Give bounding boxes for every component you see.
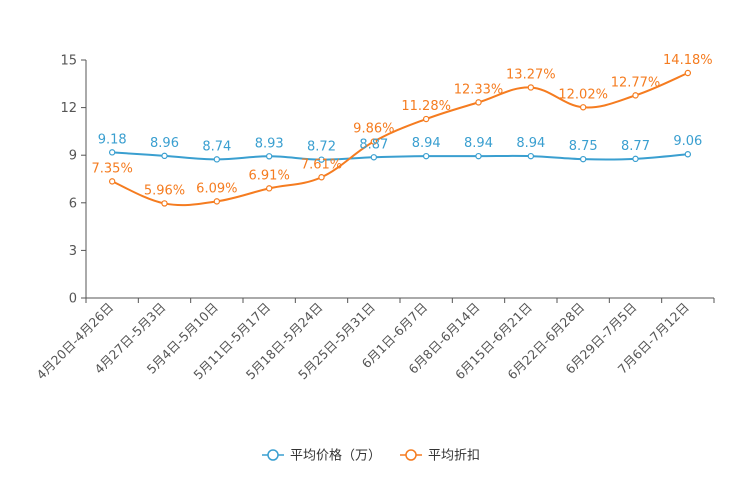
legend-item-1[interactable]: 平均折扣 — [400, 449, 480, 464]
data-label: 8.93 — [255, 136, 284, 151]
data-point[interactable] — [632, 92, 639, 99]
data-label: 11.28% — [401, 99, 451, 114]
y-tick-label: 15 — [60, 54, 77, 69]
y-tick-label: 3 — [69, 244, 77, 259]
data-label: 9.18 — [98, 132, 127, 147]
data-point[interactable] — [161, 200, 168, 207]
data-labels: 9.18 8.96 8.74 8.93 8.72 8.87 8.94 8.94 8.94 8.75… — [92, 53, 713, 198]
data-label: 8.94 — [412, 136, 441, 151]
data-point[interactable] — [475, 99, 482, 106]
data-label: 8.77 — [621, 139, 650, 154]
legend-marker-icon — [405, 449, 417, 461]
legend-label: 平均折扣 — [428, 449, 480, 464]
data-label: 12.33% — [454, 82, 504, 97]
data-label: 12.02% — [558, 87, 608, 102]
data-label: 8.74 — [202, 139, 231, 154]
data-point[interactable] — [370, 154, 378, 161]
y-tick-label: 12 — [60, 101, 77, 116]
data-point[interactable] — [527, 152, 535, 160]
data-label: 14.18% — [663, 53, 713, 68]
data-label: 8.72 — [307, 140, 336, 155]
y-tick-label: 6 — [69, 196, 77, 211]
data-point[interactable] — [213, 198, 221, 205]
data-label: 8.87 — [359, 137, 388, 152]
data-point[interactable] — [108, 178, 116, 185]
legend[interactable]: 平均价格（万） 平均折扣 — [262, 448, 480, 464]
data-point[interactable] — [265, 153, 273, 160]
data-label: 6.09% — [196, 181, 237, 196]
legend-item-0[interactable]: 平均价格（万） — [262, 448, 381, 464]
data-point[interactable] — [161, 152, 168, 160]
data-point[interactable] — [632, 155, 639, 163]
series-lines — [108, 69, 692, 207]
y-tick-label: 0 — [69, 292, 77, 307]
data-point[interactable] — [422, 152, 430, 160]
data-label: 8.94 — [516, 136, 545, 151]
data-point[interactable] — [422, 115, 430, 123]
data-point[interactable] — [527, 84, 535, 91]
data-point[interactable] — [318, 174, 325, 181]
data-label: 5.96% — [144, 183, 185, 198]
data-label: 7.35% — [92, 161, 133, 176]
data-label: 13.27% — [506, 67, 556, 82]
legend-marker-icon — [267, 449, 279, 461]
legend-label: 平均价格（万） — [290, 448, 381, 464]
data-point[interactable] — [265, 185, 273, 192]
series-line-0 — [112, 151, 688, 161]
data-point[interactable] — [579, 155, 587, 163]
data-point[interactable] — [684, 151, 692, 158]
data-point[interactable] — [318, 156, 325, 163]
data-label: 9.06 — [673, 134, 702, 149]
series-line-1 — [111, 72, 689, 207]
data-point[interactable] — [370, 138, 378, 145]
data-label: 9.86% — [353, 122, 394, 137]
data-label: 8.75 — [569, 139, 598, 154]
data-label: 8.94 — [464, 136, 493, 151]
data-point[interactable] — [108, 149, 116, 156]
data-label: 8.96 — [150, 136, 179, 151]
data-point[interactable] — [475, 152, 482, 160]
data-point[interactable] — [213, 156, 221, 163]
data-point[interactable] — [579, 104, 587, 111]
data-label: 12.77% — [611, 75, 661, 90]
data-point[interactable] — [684, 69, 692, 77]
y-tick-label: 9 — [69, 149, 77, 164]
data-label: 7.61% — [301, 157, 342, 172]
data-label: 6.91% — [249, 168, 290, 183]
